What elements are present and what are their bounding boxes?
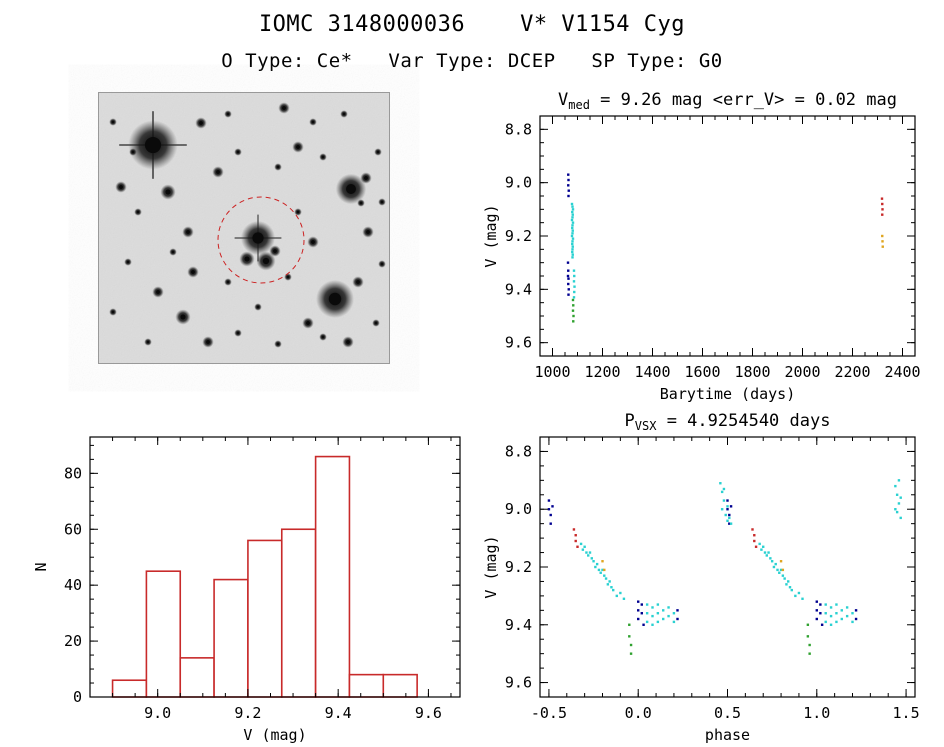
svg-text:9.0: 9.0 [505, 500, 532, 518]
svg-text:2200: 2200 [834, 363, 870, 381]
svg-text:1.0: 1.0 [803, 704, 830, 722]
histogram-bar [280, 528, 317, 698]
svg-text:1800: 1800 [734, 363, 770, 381]
axes-box [89, 436, 461, 698]
svg-text:2000: 2000 [784, 363, 820, 381]
svg-text:40: 40 [64, 576, 82, 594]
plot-data [566, 173, 884, 323]
starfield-image [98, 92, 390, 364]
histogram-bar [213, 578, 249, 698]
lightcurve-plot: 1000 1200 1400 1600 1800 2000 2200 2400 8.8 9.0 9.… [482, 90, 921, 403]
svg-text:0: 0 [73, 688, 82, 706]
svg-text:8.8: 8.8 [505, 120, 532, 138]
series-red [880, 197, 884, 216]
plot-data [547, 479, 902, 655]
histogram-bar [179, 657, 215, 698]
series-orange [601, 560, 785, 572]
svg-text:9.2: 9.2 [234, 704, 261, 722]
svg-text:9.0: 9.0 [505, 174, 532, 192]
svg-text:9.2: 9.2 [505, 227, 532, 245]
histogram-bar [111, 679, 148, 698]
page-subtitle: O Type: Ce* Var Type: DCEP SP Type: G0 [221, 50, 723, 72]
svg-text:1000: 1000 [534, 363, 570, 381]
x-axis-label: V (mag) [243, 726, 306, 744]
plot-data [111, 455, 418, 698]
series-green [628, 623, 811, 655]
svg-text:0.0: 0.0 [625, 704, 652, 722]
series-cyan [570, 202, 576, 299]
axis-ticks [89, 437, 460, 698]
svg-text:8.8: 8.8 [505, 442, 532, 460]
svg-text:2400: 2400 [884, 363, 920, 381]
phase-plot: -0.5 0.0 0.5 1.0 1.5 8.8 9.0 9.2 9.4 9.6 phase V (m… [482, 411, 920, 744]
series-navy [547, 499, 858, 626]
svg-text:1200: 1200 [584, 363, 620, 381]
series-navy [566, 173, 570, 296]
chart-title: Vmed = 9.26 mag <err_V> = 0.02 mag [558, 90, 897, 112]
target-marker-circle [217, 196, 305, 284]
svg-text:9.4: 9.4 [505, 616, 532, 634]
chart-title: PVSX = 4.9254540 days [625, 411, 831, 433]
series-green [571, 298, 575, 323]
svg-text:9.2: 9.2 [505, 558, 532, 576]
svg-text:1600: 1600 [684, 363, 720, 381]
svg-text:60: 60 [64, 520, 82, 538]
page-title: IOMC 3148000036 V* V1154 Cyg [258, 12, 686, 37]
svg-text:20: 20 [64, 632, 82, 650]
svg-text:9.4: 9.4 [325, 704, 352, 722]
histogram-bar [348, 673, 385, 698]
svg-text:80: 80 [64, 464, 82, 482]
histogram-bar [145, 570, 182, 698]
tick-labels: 1000 1200 1400 1600 1800 2000 2200 2400 8.8 9.0 9.… [505, 120, 921, 381]
tick-labels: -0.5 0.0 0.5 1.0 1.5 8.8 9.0 9.2 9.4 9.6 [505, 442, 920, 722]
svg-text:9.4: 9.4 [505, 280, 532, 298]
histogram-bar [247, 539, 283, 698]
y-axis-label: V (mag) [482, 204, 500, 267]
svg-text:9.6: 9.6 [505, 334, 532, 352]
starfield-border [98, 92, 390, 364]
svg-text:1.5: 1.5 [893, 704, 920, 722]
histogram-bar [382, 673, 418, 698]
svg-text:-0.5: -0.5 [531, 704, 567, 722]
series-red [572, 528, 758, 548]
svg-text:1400: 1400 [634, 363, 670, 381]
y-axis-label: V (mag) [482, 535, 500, 598]
axis-ticks [539, 115, 916, 357]
y-axis-label: N [32, 562, 50, 571]
axis-ticks [540, 436, 915, 698]
svg-text:9.0: 9.0 [144, 704, 171, 722]
histogram-plot: 9.0 9.2 9.4 9.6 0 20 40 60 80 V (mag) N [32, 436, 461, 744]
series-cyan [579, 479, 902, 626]
axes-box [539, 115, 916, 357]
series-orange [881, 234, 884, 248]
histogram-bar [314, 455, 351, 698]
tick-labels: 9.0 9.2 9.4 9.6 0 20 40 60 80 [64, 464, 442, 722]
x-axis-label: Barytime (days) [660, 385, 795, 403]
svg-text:0.5: 0.5 [714, 704, 741, 722]
x-axis-label: phase [705, 726, 750, 744]
svg-text:9.6: 9.6 [415, 704, 442, 722]
svg-text:9.6: 9.6 [505, 674, 532, 692]
stars [109, 102, 386, 348]
